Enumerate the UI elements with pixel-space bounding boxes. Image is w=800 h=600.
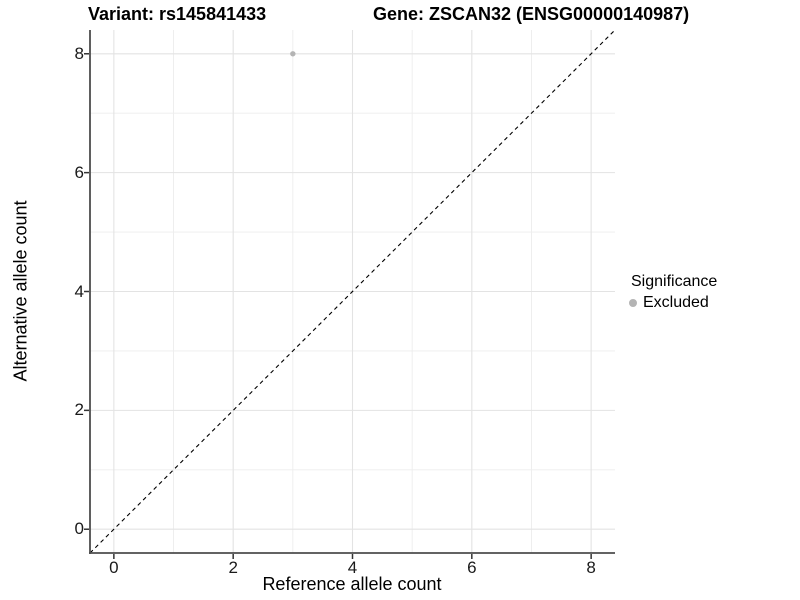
plot-title-gene: Gene: ZSCAN32 (ENSG00000140987)	[373, 4, 690, 24]
y-axis-title: Alternative allele count	[10, 200, 31, 382]
identity-line	[89, 29, 616, 554]
excluded-point-icon	[629, 299, 637, 307]
plot-title-variant: Variant: rs145841433	[88, 4, 267, 24]
x-axis-title: Reference allele count	[262, 574, 442, 594]
x-tick-label: 4	[347, 558, 358, 577]
data-point-excluded	[290, 51, 296, 57]
legend: Significance Excluded	[629, 273, 717, 312]
legend-item-label: Excluded	[643, 294, 709, 311]
y-tick-label: 8	[74, 43, 84, 63]
y-tick-label: 2	[74, 400, 84, 420]
y-tick-label: 4	[74, 281, 84, 301]
legend-item-excluded: Excluded	[629, 294, 717, 312]
y-tick-label: 0	[74, 519, 84, 539]
x-tick-label: 2	[228, 558, 238, 577]
x-tick-label: 8	[586, 558, 596, 577]
x-tick-label: 6	[467, 558, 477, 577]
y-tick-label: 6	[74, 162, 84, 182]
x-tick-label: 0	[109, 558, 119, 577]
legend-title: Significance	[631, 273, 718, 290]
